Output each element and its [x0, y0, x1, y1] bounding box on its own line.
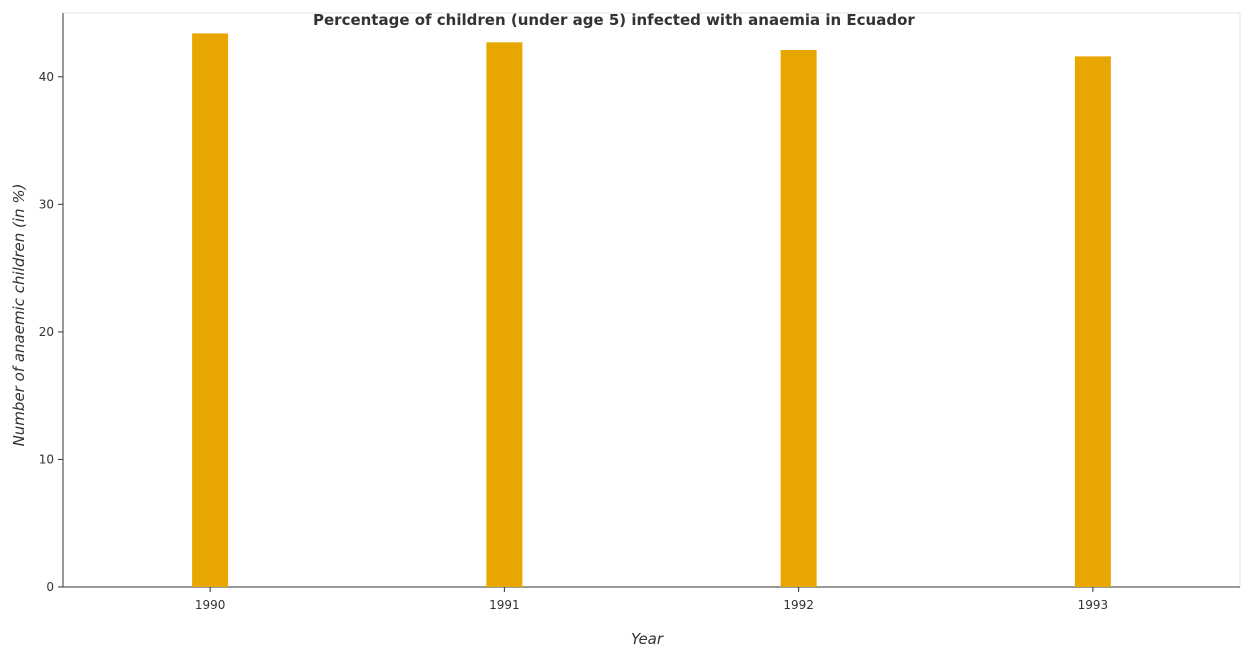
bar-1992	[780, 49, 817, 588]
y-tick-label: 0	[46, 580, 54, 594]
y-tick-label: 40	[39, 70, 54, 84]
y-axis-label: Number of anaemic children (in %)	[10, 184, 28, 447]
x-tick-label: 1993	[1078, 598, 1109, 612]
x-tick-label: 1992	[783, 598, 814, 612]
x-tick-label: 1991	[489, 598, 520, 612]
bar-1990	[192, 33, 229, 588]
y-tick-label: 20	[39, 325, 54, 339]
plot-area: 0 10 20 30 40 1990 1991 1992 1993	[39, 12, 1241, 612]
bar-1993	[1074, 56, 1111, 587]
chart-title: Percentage of children (under age 5) inf…	[313, 11, 915, 29]
y-tick-label: 30	[39, 197, 54, 211]
bar-1991	[486, 42, 523, 588]
x-axis-label: Year	[631, 630, 664, 648]
x-tick-label: 1990	[195, 598, 226, 612]
y-tick-label: 10	[39, 452, 54, 466]
